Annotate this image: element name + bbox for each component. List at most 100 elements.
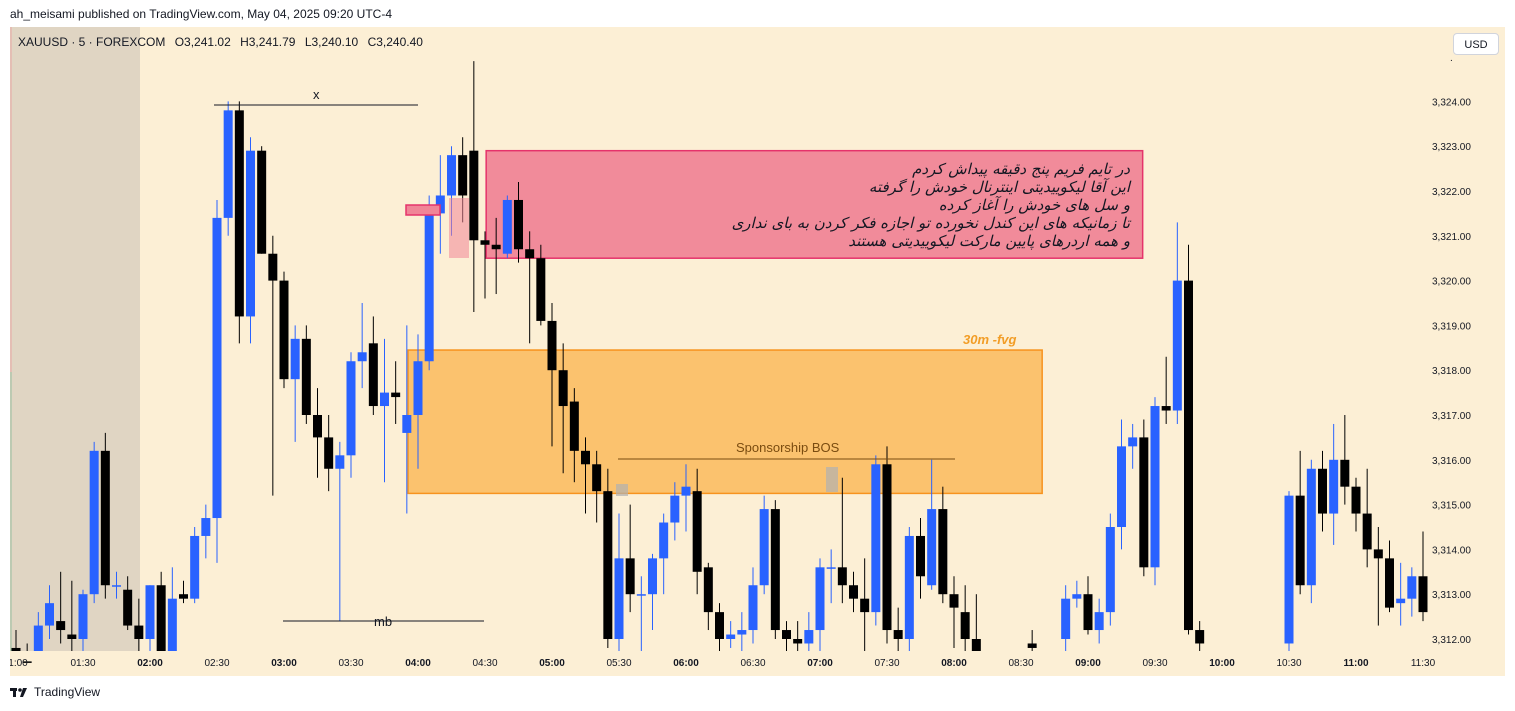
- candle-body: [692, 491, 702, 572]
- candle-body: [257, 150, 267, 254]
- candle-body: [100, 450, 110, 586]
- price-tick: 3,316.00: [1432, 456, 1471, 467]
- candle-body: [715, 612, 724, 639]
- time-tick: 05:30: [606, 658, 631, 669]
- price-tick: 3,313.00: [1432, 590, 1471, 601]
- x-label: x: [313, 87, 320, 102]
- candle-body: [648, 558, 657, 595]
- chart-area[interactable]: 3,312.00 3,313.00 3,314.00 3,315.00 3,316.00…: [10, 27, 1505, 676]
- candle-body: [849, 585, 858, 599]
- zones: [407, 149, 1144, 495]
- highlight-candle: [616, 484, 628, 496]
- candle-body: [413, 361, 423, 415]
- candle-body: [581, 450, 590, 465]
- candle-body: [112, 585, 121, 587]
- publisher-line: ah_meisami published on TradingView.com,…: [10, 7, 392, 21]
- candle-body: [960, 612, 970, 639]
- fvg-label: 30m -fvg: [963, 332, 1017, 347]
- candle-body: [1150, 406, 1160, 568]
- candle-body: [156, 585, 166, 651]
- footer-brand[interactable]: TradingView: [10, 685, 100, 699]
- candle-body: [1284, 495, 1294, 644]
- candle-body: [681, 486, 691, 496]
- candle-body: [190, 535, 200, 599]
- candle-body: [1318, 468, 1327, 514]
- price-tick: 3,318.00: [1432, 366, 1471, 377]
- candle-body: [726, 634, 736, 639]
- candle-body: [782, 630, 791, 639]
- candle-body: [1340, 459, 1350, 487]
- candle-body: [1117, 446, 1126, 527]
- candle-body: [1128, 437, 1138, 447]
- time-tick: 03:00: [271, 658, 297, 669]
- candle-body: [826, 567, 836, 569]
- candle-body: [804, 630, 814, 644]
- candle-body: [670, 495, 680, 523]
- candle-body: [67, 634, 77, 639]
- candle-body: [949, 594, 959, 608]
- price-tick: 3,321.00: [1432, 232, 1471, 243]
- candle-body: [11, 647, 21, 651]
- currency-button[interactable]: USD: [1453, 33, 1499, 55]
- candle-body: [33, 625, 43, 651]
- time-tick: 10:00: [1209, 658, 1235, 669]
- candle-body: [313, 415, 322, 438]
- candle-body: [737, 630, 747, 635]
- time-axis: 1:00 01:30 02:00 02:30 03:00 03:30 04:00 04:30 0…: [10, 658, 1436, 669]
- candle-body: [1161, 406, 1171, 411]
- candle-body: [246, 150, 255, 317]
- time-tick: 07:00: [807, 658, 833, 669]
- candle-body: [1172, 280, 1182, 411]
- candle-body: [1418, 576, 1428, 613]
- candle-body: [938, 509, 948, 595]
- candle-body: [1385, 558, 1394, 608]
- candle-body: [916, 535, 925, 577]
- candle-body: [636, 594, 646, 596]
- candle-body: [279, 280, 289, 380]
- highlight-candle: [449, 198, 469, 258]
- candlestick-chart[interactable]: 3,312.00 3,313.00 3,314.00 3,315.00 3,316.00…: [10, 27, 1505, 676]
- candle-body: [1072, 594, 1082, 599]
- candle-body: [201, 518, 211, 536]
- candle-body: [368, 343, 378, 407]
- price-tick: 3,317.00: [1432, 411, 1471, 422]
- candle-body: [1105, 527, 1115, 613]
- fvg-zone: [407, 349, 1043, 495]
- candle-body: [927, 509, 937, 586]
- candle-body: [592, 464, 602, 492]
- time-tick: 04:00: [405, 658, 431, 669]
- time-tick: 03:30: [338, 658, 363, 669]
- price-tick: 3,323.00: [1432, 142, 1471, 153]
- time-tick: 09:00: [1075, 658, 1101, 669]
- candle-body: [1184, 280, 1193, 631]
- candle-body: [871, 464, 881, 613]
- candle-body: [1195, 630, 1205, 644]
- price-tick: 3,314.00: [1432, 545, 1471, 556]
- symbol-name: XAUUSD · 5 · FOREXCOM: [18, 35, 166, 49]
- annotation-line: و همه اردرهای پایین مارکت لیکوییدیتی هست…: [848, 232, 1130, 250]
- candle-body: [703, 567, 713, 613]
- bos-label: Sponsorship BOS: [736, 440, 840, 455]
- candle-body: [1027, 643, 1037, 648]
- tradingview-logo-icon: [10, 686, 30, 698]
- candle-body: [971, 639, 981, 651]
- symbol-ohlc: XAUUSD · 5 · FOREXCOM O3,241.02 H3,241.7…: [18, 35, 429, 49]
- time-tick: 02:30: [204, 658, 229, 669]
- time-tick: 10:30: [1276, 658, 1301, 669]
- candle-body: [380, 392, 389, 407]
- annotation-line: در تایم فریم پنج دقیقه پیداش کردم: [912, 160, 1130, 178]
- time-tick: 02:00: [137, 658, 163, 669]
- candle-body: [78, 594, 88, 639]
- price-tick-partial: .: [1450, 53, 1453, 64]
- ohlc-high: H3,241.79: [240, 35, 296, 49]
- candle-body: [893, 630, 903, 639]
- time-tick: 11:00: [1343, 658, 1368, 669]
- mb-label: mb: [374, 614, 393, 629]
- candle-body: [22, 661, 32, 663]
- candle-body: [1083, 594, 1093, 631]
- price-tick: 3,322.00: [1432, 187, 1471, 198]
- candle-body: [1306, 468, 1316, 586]
- candle-body: [234, 110, 244, 317]
- supply-zone: [485, 149, 1144, 259]
- candle-body: [904, 535, 914, 639]
